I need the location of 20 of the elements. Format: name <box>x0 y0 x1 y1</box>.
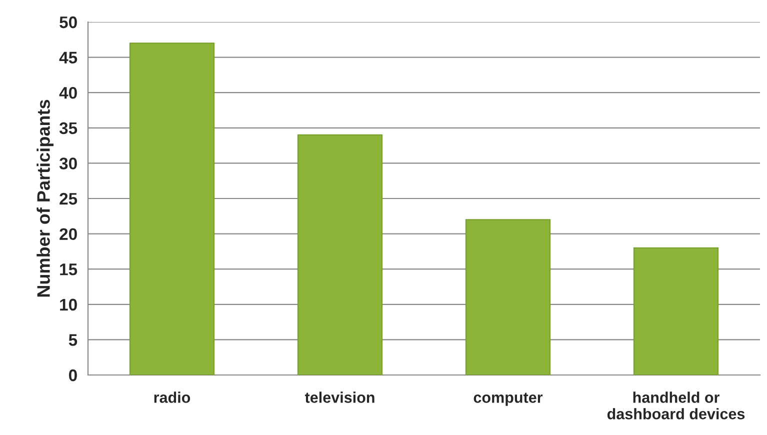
x-tick-label: radio <box>154 392 190 403</box>
bar <box>633 247 719 375</box>
x-tick-label: computer <box>474 392 543 406</box>
y-tick-label: 30 <box>59 158 77 170</box>
y-axis-title: Number of Participants <box>36 100 54 297</box>
y-tick-label: 15 <box>60 264 78 276</box>
y-tick-label: 40 <box>59 87 77 99</box>
y-tick-label: 20 <box>60 228 77 240</box>
y-tick-label: 25 <box>60 192 78 205</box>
y-tick-label: 50 <box>60 16 77 28</box>
y-tick-label: 0 <box>68 369 77 382</box>
y-tick-label: 10 <box>60 298 77 311</box>
y-tick-label: 45 <box>59 52 78 64</box>
bar <box>129 42 215 375</box>
y-tick-label: 5 <box>68 334 78 346</box>
x-tick-label: television <box>304 392 374 403</box>
bar <box>465 219 551 375</box>
bar <box>297 134 383 375</box>
y-tick-label: 35 <box>59 122 78 134</box>
x-tick-label: handheld or dashboard devices <box>607 392 745 420</box>
